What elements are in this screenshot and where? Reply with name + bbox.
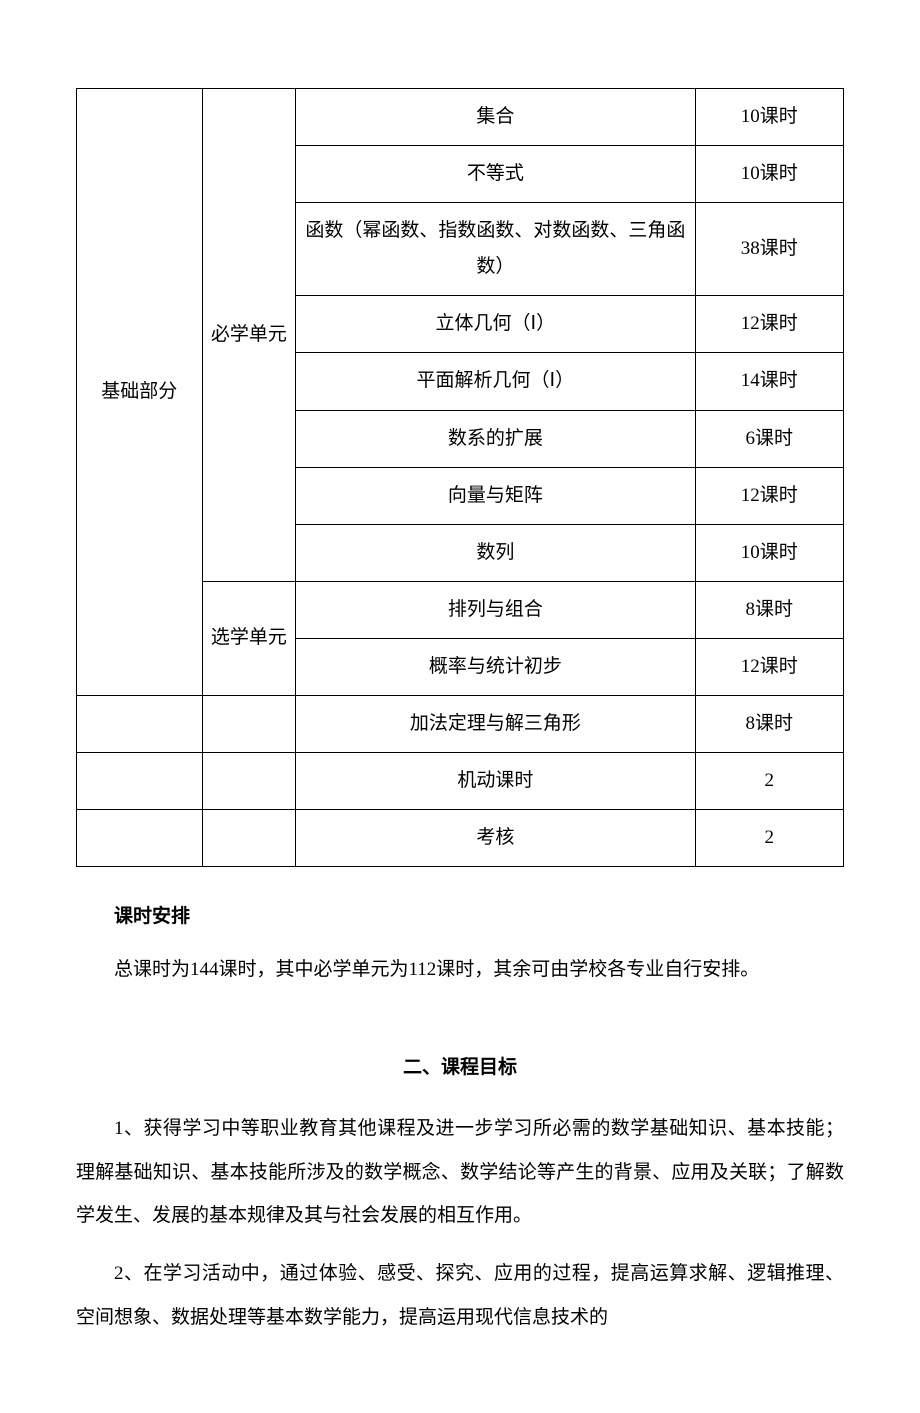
table-row: 机动课时 2	[77, 753, 844, 810]
topic-cell: 立体几何（Ⅰ）	[296, 296, 695, 353]
hours-cell: 8课时	[695, 696, 843, 753]
table-row: 基础部分 必学单元 集合 10课时	[77, 89, 844, 146]
topic-cell: 机动课时	[296, 753, 695, 810]
table-row: 加法定理与解三角形 8课时	[77, 696, 844, 753]
section-cell: 基础部分	[77, 89, 203, 696]
empty-cell	[77, 753, 203, 810]
required-unit-cell: 必学单元	[202, 89, 296, 582]
hours-cell: 2	[695, 810, 843, 867]
goal-paragraph-1: 1、获得学习中等职业教育其他课程及进一步学习所必需的数学基础知识、基本技能；理解…	[76, 1107, 844, 1238]
topic-cell: 平面解析几何（Ⅰ）	[296, 353, 695, 410]
hours-cell: 10课时	[695, 524, 843, 581]
elective-unit-cell: 选学单元	[202, 581, 296, 695]
topic-cell: 概率与统计初步	[296, 638, 695, 695]
empty-cell	[77, 696, 203, 753]
topic-cell: 排列与组合	[296, 581, 695, 638]
empty-cell	[202, 810, 296, 867]
hours-heading: 课时安排	[76, 901, 844, 928]
hours-cell: 8课时	[695, 581, 843, 638]
hours-cell: 6课时	[695, 410, 843, 467]
goal-paragraph-2: 2、在学习活动中，通过体验、感受、探究、应用的过程，提高运算求解、逻辑推理、空间…	[76, 1252, 844, 1339]
hours-cell: 14课时	[695, 353, 843, 410]
hours-cell: 10课时	[695, 89, 843, 146]
topic-cell: 向量与矩阵	[296, 467, 695, 524]
hours-cell: 38课时	[695, 203, 843, 296]
curriculum-table: 基础部分 必学单元 集合 10课时 不等式 10课时 函数（幂函数、指数函数、对…	[76, 88, 844, 867]
hours-cell: 10课时	[695, 146, 843, 203]
table-row: 考核 2	[77, 810, 844, 867]
hours-cell: 12课时	[695, 638, 843, 695]
hours-cell: 12课时	[695, 467, 843, 524]
empty-cell	[77, 810, 203, 867]
hours-cell: 2	[695, 753, 843, 810]
topic-cell: 数系的扩展	[296, 410, 695, 467]
topic-cell: 加法定理与解三角形	[296, 696, 695, 753]
topic-cell: 集合	[296, 89, 695, 146]
empty-cell	[202, 696, 296, 753]
empty-cell	[202, 753, 296, 810]
topic-cell: 不等式	[296, 146, 695, 203]
section-2-title: 二、课程目标	[76, 1052, 844, 1079]
topic-cell: 函数（幂函数、指数函数、对数函数、三角函数）	[296, 203, 695, 296]
topic-cell: 数列	[296, 524, 695, 581]
hours-cell: 12课时	[695, 296, 843, 353]
topic-cell: 考核	[296, 810, 695, 867]
hours-paragraph: 总课时为144课时，其中必学单元为112课时，其余可由学校各专业自行安排。	[76, 948, 844, 992]
